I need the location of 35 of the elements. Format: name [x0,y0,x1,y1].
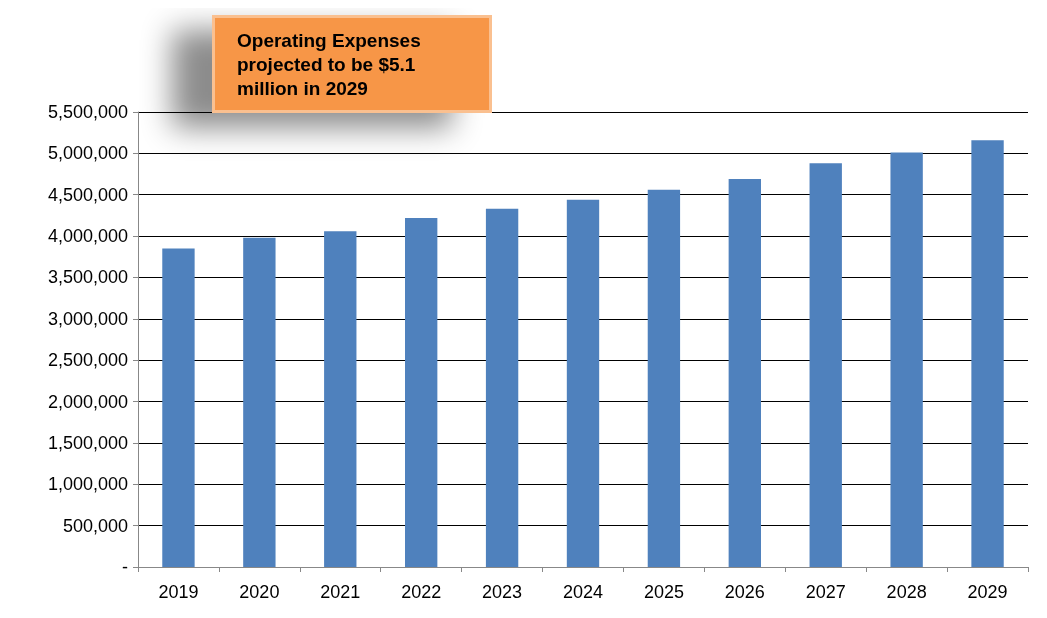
x-tick-label: 2019 [158,582,199,602]
bar [809,163,842,567]
x-tick-label: 2021 [320,582,361,602]
y-tick-label: 2,500,000 [47,350,128,371]
bar [243,237,276,567]
bar [647,189,681,567]
y-tick-label: 2,000,000 [47,391,128,412]
y-tick-label: 4,000,000 [47,226,128,247]
x-tick-label: 2026 [724,582,765,602]
bar [324,231,357,567]
bar [405,217,438,567]
chart-title: Operating Expenses projected to be $5.1 million in 2029 [237,29,427,99]
x-tick-label: 2027 [805,582,846,602]
y-tick-label: 3,500,000 [47,267,128,288]
y-tick-label: 5,500,000 [47,102,128,122]
bar [890,152,923,567]
x-tick-label: 2028 [886,582,927,602]
y-tick-label: - [122,557,128,577]
y-tick-label: 3,000,000 [47,308,128,329]
x-tick-label: 2025 [643,582,684,602]
bar [728,179,761,567]
bar [971,140,1004,567]
x-tick-label: 2022 [401,582,442,602]
x-tick-label: 2020 [239,582,280,602]
y-tick-label: 500,000 [62,515,128,536]
x-tick-label: 2029 [967,582,1008,602]
y-tick-label: 1,500,000 [47,432,128,453]
y-tick-label: 1,000,000 [47,474,128,495]
bar [566,199,600,567]
x-tick-label: 2023 [482,582,523,602]
bar [162,248,195,567]
bar [485,208,519,567]
y-tick-label: 5,000,000 [47,143,128,164]
x-tick-label: 2024 [562,582,604,602]
y-tick-label: 4,500,000 [47,184,128,205]
